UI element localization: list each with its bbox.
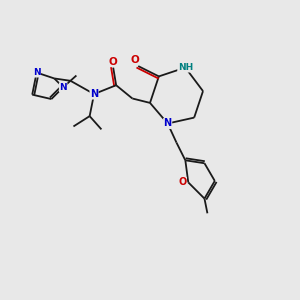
Text: N: N bbox=[90, 89, 98, 99]
Text: N: N bbox=[59, 83, 67, 92]
Text: NH: NH bbox=[178, 63, 193, 72]
Text: O: O bbox=[178, 177, 187, 188]
Text: N: N bbox=[164, 118, 172, 128]
Text: O: O bbox=[130, 55, 139, 64]
Text: O: O bbox=[109, 57, 118, 67]
Text: N: N bbox=[33, 68, 41, 77]
